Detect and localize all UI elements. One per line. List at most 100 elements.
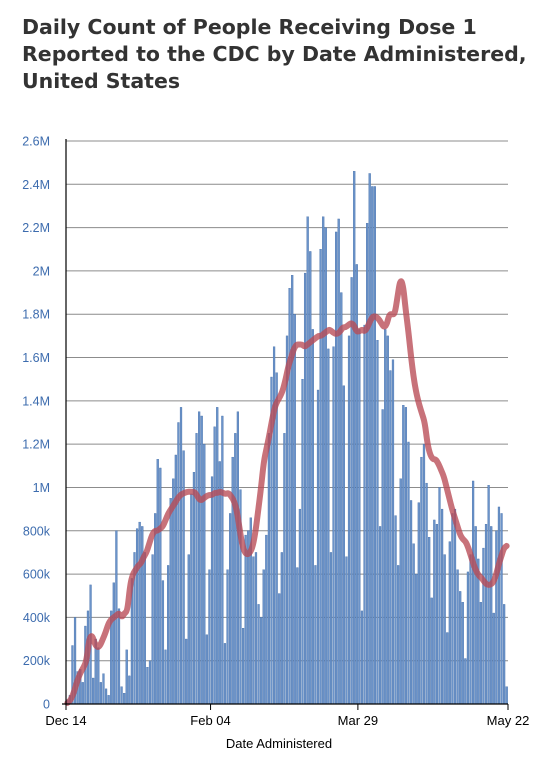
bar: [384, 329, 387, 705]
bar: [280, 552, 283, 705]
bar: [345, 556, 348, 705]
bar: [503, 604, 506, 705]
bar: [404, 407, 408, 705]
bar: [260, 617, 263, 705]
bar: [335, 231, 338, 705]
bar: [203, 443, 206, 705]
bar: [319, 249, 322, 705]
bar: [81, 682, 84, 705]
chart-title-line-2: Reported to the CDC by Date Administered…: [22, 42, 527, 66]
bar: [200, 415, 203, 705]
y-tick-label: 1.6M: [22, 351, 50, 365]
bar: [104, 688, 108, 705]
bar: [296, 567, 299, 705]
bar: [309, 251, 312, 705]
bar: [278, 593, 281, 705]
bar: [125, 649, 128, 705]
bar: [446, 632, 449, 705]
bar: [412, 543, 415, 705]
chart-title-line-3: United States: [22, 69, 181, 93]
y-tick-label: 400k: [23, 611, 51, 625]
bar: [484, 524, 488, 705]
bar: [438, 487, 441, 705]
bar: [179, 407, 183, 705]
chart-title: Daily Count of People Receiving Dose 1 R…: [22, 14, 542, 95]
bar: [409, 500, 413, 705]
bar: [466, 571, 470, 705]
bar: [448, 541, 451, 705]
bar: [381, 409, 384, 705]
bar: [267, 433, 271, 705]
y-tick-label: 1.8M: [22, 308, 50, 322]
bar: [192, 472, 196, 705]
bar: [195, 433, 198, 705]
bar: [322, 216, 325, 705]
bar: [190, 493, 193, 705]
bar: [342, 385, 345, 705]
x-tick-label: May 22: [487, 713, 530, 728]
bar: [213, 426, 216, 705]
bar: [151, 554, 154, 705]
bar: [236, 411, 239, 705]
bar: [453, 508, 457, 705]
bar: [164, 649, 167, 705]
bar: [459, 591, 462, 705]
y-axis-ticks: 0 200k 400k 600k 800k 1M 1.2M 1.4M 1.6M 1.8M 2M 2.2…: [22, 135, 51, 712]
bar: [99, 682, 102, 705]
bar: [399, 478, 402, 705]
moving-average-line: [64, 278, 510, 706]
bar: [451, 513, 454, 705]
bar: [97, 647, 100, 705]
bar: [102, 673, 105, 705]
bar: [407, 441, 410, 705]
bar: [358, 329, 361, 705]
y-tick-label: 600k: [23, 568, 51, 582]
bar: [148, 660, 152, 705]
bar: [376, 340, 379, 705]
bar: [490, 526, 493, 705]
bar: [386, 335, 389, 705]
bar: [301, 379, 304, 705]
bar: [169, 498, 172, 705]
bar: [241, 628, 245, 705]
bar: [479, 602, 482, 705]
bar: [156, 459, 159, 705]
bar: [172, 478, 175, 705]
bar: [257, 604, 260, 705]
bar: [482, 547, 485, 705]
bar: [435, 524, 439, 705]
y-tick-label: 200k: [23, 654, 51, 668]
bar: [422, 443, 426, 705]
bar: [469, 554, 472, 705]
bar: [371, 186, 374, 705]
bar: [166, 565, 170, 705]
bar: [254, 552, 258, 705]
bar: [187, 554, 190, 705]
bar: [417, 502, 420, 705]
bar: [350, 277, 353, 705]
y-tick-label: 2M: [33, 264, 50, 278]
bar: [303, 272, 307, 705]
bar: [329, 552, 333, 705]
bar: [360, 610, 364, 705]
bar: [226, 569, 229, 705]
bar: [464, 658, 467, 705]
bar: [128, 675, 131, 705]
bar: [366, 223, 369, 705]
x-tick-label: Mar 29: [338, 713, 378, 728]
bar: [402, 405, 405, 705]
bar: [397, 565, 400, 705]
bar: [477, 558, 480, 705]
bar: [107, 695, 110, 705]
bar: [123, 692, 126, 705]
bar: [363, 324, 366, 705]
bar: [138, 521, 141, 705]
bar: [332, 346, 335, 705]
x-tick-label: Dec 14: [45, 713, 86, 728]
bar: [430, 597, 433, 705]
bar: [293, 314, 296, 705]
bar: [285, 335, 289, 705]
bar: [221, 415, 224, 705]
bar: [415, 573, 418, 705]
bar: [146, 667, 149, 705]
